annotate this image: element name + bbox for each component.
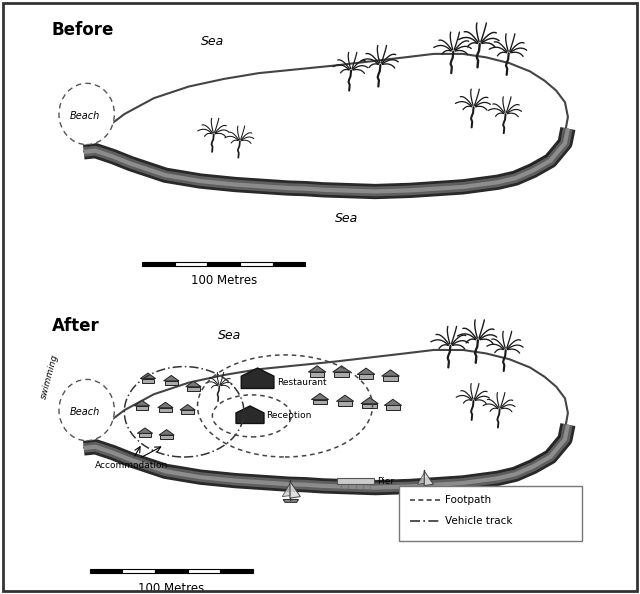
Text: 100 Metres: 100 Metres (191, 274, 257, 287)
Polygon shape (334, 372, 349, 377)
Text: swimming: swimming (40, 353, 60, 400)
Polygon shape (158, 402, 173, 407)
Polygon shape (180, 405, 195, 410)
Polygon shape (384, 399, 401, 406)
Polygon shape (84, 350, 568, 489)
Polygon shape (160, 435, 173, 439)
Text: Sea: Sea (218, 330, 241, 343)
Text: Accommodation: Accommodation (95, 461, 168, 470)
Text: 100 Metres: 100 Metres (138, 582, 204, 594)
Polygon shape (357, 368, 375, 374)
Polygon shape (138, 428, 153, 434)
Polygon shape (181, 410, 194, 414)
Polygon shape (333, 366, 351, 372)
Text: Reception: Reception (266, 412, 311, 421)
Ellipse shape (59, 380, 115, 441)
Polygon shape (187, 387, 200, 391)
Polygon shape (142, 261, 175, 266)
Polygon shape (383, 376, 398, 381)
Text: After: After (52, 317, 99, 334)
Text: Sea: Sea (335, 213, 358, 226)
Polygon shape (220, 569, 253, 573)
Polygon shape (362, 404, 377, 408)
Polygon shape (175, 261, 207, 266)
Polygon shape (90, 569, 122, 573)
Polygon shape (236, 406, 264, 424)
Ellipse shape (59, 83, 115, 144)
Polygon shape (312, 393, 328, 400)
Polygon shape (134, 400, 150, 406)
Polygon shape (188, 569, 220, 573)
Polygon shape (417, 473, 424, 484)
Polygon shape (122, 569, 155, 573)
Text: Footpath: Footpath (445, 495, 492, 505)
Text: Beach: Beach (70, 110, 100, 121)
Polygon shape (165, 381, 178, 385)
Polygon shape (382, 370, 399, 376)
Polygon shape (155, 569, 188, 573)
Polygon shape (136, 406, 148, 410)
Text: Before: Before (52, 21, 114, 39)
Polygon shape (84, 54, 568, 192)
Polygon shape (164, 375, 179, 381)
Polygon shape (283, 500, 298, 503)
Text: Pier: Pier (377, 477, 394, 486)
Text: Sea: Sea (200, 34, 224, 48)
Text: Beach: Beach (70, 407, 100, 417)
Polygon shape (141, 378, 154, 383)
Polygon shape (308, 366, 326, 372)
Polygon shape (337, 478, 374, 484)
Polygon shape (241, 368, 274, 388)
Polygon shape (139, 434, 152, 437)
Polygon shape (290, 481, 300, 498)
Polygon shape (313, 400, 327, 404)
Polygon shape (424, 471, 433, 485)
Polygon shape (159, 407, 172, 412)
Polygon shape (273, 261, 305, 266)
FancyBboxPatch shape (399, 486, 582, 541)
Polygon shape (386, 406, 400, 410)
Polygon shape (159, 429, 174, 435)
Text: Vehicle track: Vehicle track (445, 516, 513, 526)
Polygon shape (338, 402, 352, 406)
Polygon shape (419, 487, 432, 489)
Polygon shape (361, 397, 378, 404)
Polygon shape (337, 395, 354, 402)
Polygon shape (310, 372, 324, 377)
Polygon shape (186, 381, 201, 387)
Text: Restaurant: Restaurant (277, 378, 327, 387)
Polygon shape (359, 374, 373, 379)
Polygon shape (207, 261, 240, 266)
Polygon shape (282, 484, 290, 497)
Polygon shape (140, 373, 156, 378)
Polygon shape (240, 261, 273, 266)
